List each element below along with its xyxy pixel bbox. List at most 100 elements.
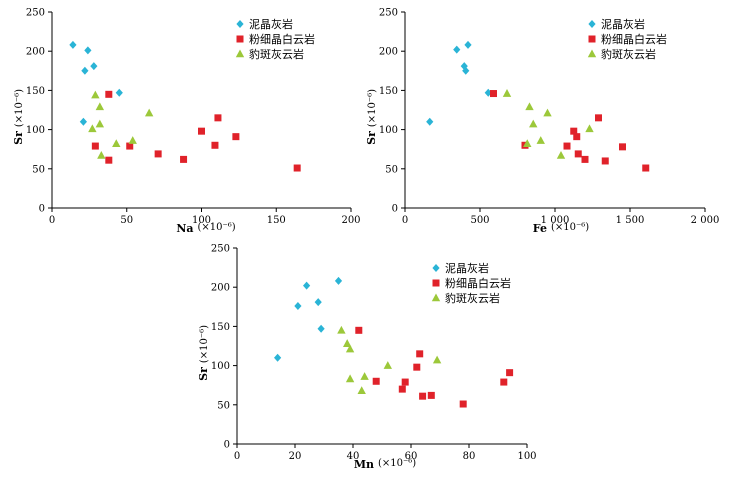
legend-label: 豹斑灰云岩 — [249, 47, 304, 61]
legend-label: 粉细晶白云岩 — [249, 32, 315, 46]
data-point-triangle — [357, 386, 366, 394]
data-point-square — [459, 400, 467, 408]
x-tick-label: 60 — [405, 451, 418, 462]
data-point-triangle — [345, 344, 355, 353]
data-point-diamond — [274, 353, 282, 362]
data-point-triangle — [556, 150, 566, 159]
data-point-diamond — [79, 117, 87, 126]
data-point-square — [573, 133, 581, 141]
y-axis-unit: (×10⁻⁶) — [367, 89, 378, 127]
legend-marker-diamond — [432, 264, 440, 272]
legend-marker-triangle — [587, 49, 597, 58]
data-point-square — [293, 164, 301, 172]
y-axis-label: Sr — [365, 131, 378, 145]
y-tick-label: 0 — [392, 204, 398, 215]
data-point-triangle — [88, 124, 97, 133]
data-point-square — [413, 363, 421, 371]
data-point-square — [581, 155, 589, 163]
data-point-square — [427, 391, 435, 399]
data-point-triangle — [95, 102, 105, 111]
data-point-triangle — [345, 374, 355, 383]
y-tick-label: 0 — [224, 440, 230, 451]
y-tick-label: 250 — [26, 8, 45, 19]
data-point-diamond — [115, 88, 123, 97]
x-tick-label: 0 — [234, 451, 240, 462]
x-tick-label: 20 — [289, 451, 302, 462]
y-tick-label: 150 — [211, 322, 230, 333]
series-2 — [355, 326, 514, 408]
y-tick-label: 150 — [26, 86, 45, 97]
data-point-square — [416, 350, 424, 358]
data-point-square — [500, 378, 508, 386]
data-point-triangle — [525, 102, 534, 111]
data-point-diamond — [81, 66, 89, 75]
data-point-triangle — [337, 325, 346, 334]
legend-label: 泥晶灰岩 — [249, 17, 293, 31]
x-tick-label: 1 500 — [616, 215, 645, 226]
data-point-triangle — [95, 119, 105, 128]
y-axis-label: Sr — [12, 131, 25, 145]
x-axis-unit: (×10⁻⁶) — [198, 222, 236, 233]
data-point-square — [574, 150, 582, 158]
data-point-triangle — [523, 139, 532, 148]
data-point-diamond — [426, 117, 434, 126]
x-tick-label: 80 — [463, 451, 476, 462]
data-point-triangle — [360, 372, 369, 380]
data-point-square — [619, 143, 626, 151]
data-point-triangle — [97, 150, 106, 159]
legend-label: 豹斑灰云岩 — [445, 291, 500, 305]
data-point-diamond — [303, 281, 311, 290]
y-tick-label: 50 — [385, 164, 398, 175]
x-tick-label: 0 — [402, 215, 408, 226]
data-point-square — [198, 127, 205, 135]
legend-marker-triangle — [235, 49, 245, 58]
x-axis-unit: (×10⁻⁶) — [551, 222, 589, 233]
data-point-square — [214, 114, 222, 122]
data-point-triangle — [536, 136, 545, 144]
legend-label: 豹斑灰云岩 — [601, 47, 656, 61]
x-tick-label: 40 — [347, 451, 360, 462]
y-tick-label: 250 — [211, 244, 230, 255]
x-tick-label: 500 — [470, 215, 489, 226]
data-point-diamond — [317, 324, 325, 333]
x-tick-label: 0 — [49, 215, 55, 226]
legend-marker-diamond — [588, 20, 596, 28]
data-point-square — [105, 156, 113, 164]
y-tick-label: 150 — [379, 86, 398, 97]
data-point-diamond — [69, 40, 77, 49]
data-point-triangle — [91, 90, 100, 99]
y-tick-label: 0 — [39, 204, 45, 215]
chart-panel-fe: 0 500 1 000 1 500 2 000 0 50 100 150 200 250 Fe (×10… — [365, 8, 719, 236]
data-point-triangle — [383, 361, 392, 369]
x-axis-label: Na — [176, 222, 193, 235]
y-tick-label: 200 — [379, 47, 398, 58]
data-point-triangle — [144, 108, 154, 117]
y-tick-label: 200 — [26, 47, 45, 58]
y-tick-label: 250 — [379, 8, 398, 19]
data-point-square — [372, 377, 380, 385]
data-point-triangle — [543, 108, 552, 117]
data-point-diamond — [462, 66, 470, 75]
data-point-triangle — [585, 124, 594, 133]
legend-marker-square — [588, 35, 596, 43]
data-point-square — [601, 157, 609, 165]
chart-panel-mn: 0 20 40 60 80 100 0 50 100 150 200 250 Mn (×10⁻⁶) Sr (×… — [197, 244, 537, 472]
data-point-diamond — [334, 276, 343, 285]
series-3 — [502, 89, 594, 159]
data-point-square — [211, 141, 219, 149]
y-tick-label: 50 — [217, 400, 230, 411]
series-3 — [337, 325, 442, 394]
x-tick-label: 50 — [120, 215, 133, 226]
data-point-diamond — [294, 302, 302, 311]
data-point-diamond — [84, 46, 92, 55]
x-tick-label: 1 000 — [541, 215, 570, 226]
series-3 — [88, 90, 154, 159]
y-tick-label: 200 — [211, 283, 230, 294]
legend-label: 粉细晶白云岩 — [601, 32, 667, 46]
data-point-triangle — [502, 89, 512, 97]
data-point-diamond — [90, 62, 98, 71]
